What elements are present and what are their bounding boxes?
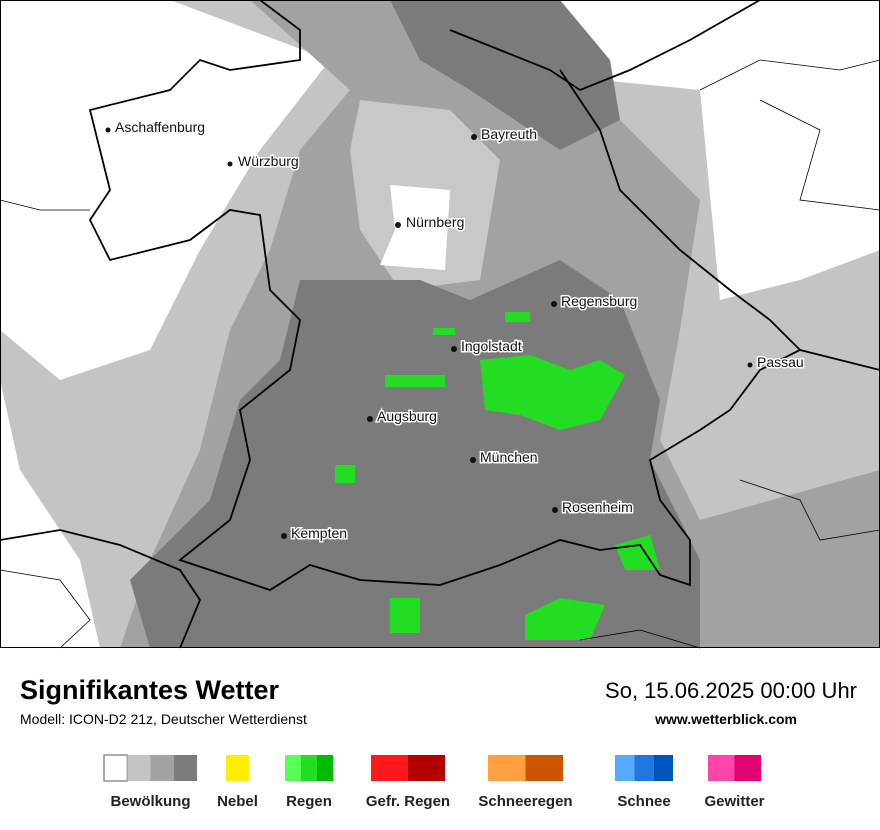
- cloud-dark-north: [390, 0, 620, 150]
- region-border: [739, 479, 880, 541]
- city-dot: [395, 222, 401, 228]
- city-label: Passau: [757, 354, 804, 370]
- city-label: Aschaffenburg: [115, 119, 205, 135]
- legend-label: Gewitter: [704, 793, 764, 810]
- city-label: Nürnberg: [406, 214, 464, 230]
- legend-swatch: [226, 755, 249, 781]
- rain-cells: [335, 312, 660, 640]
- legend-swatch: [653, 755, 673, 781]
- city-dot: [227, 161, 233, 167]
- rain-cell: [615, 535, 660, 570]
- legend-swatch: [408, 755, 445, 781]
- country-border: [449, 0, 761, 92]
- region-border: [0, 569, 91, 649]
- city-label: Bayreuth: [481, 126, 537, 142]
- map: Aschaffenburg Würzburg Bayreuth Nürnberg…: [0, 0, 880, 649]
- rain-cell: [433, 328, 455, 335]
- datetime: So, 15.06.2025 00:00 Uhr: [605, 678, 857, 703]
- footer: Signifikantes Wetter Modell: ICON-D2 21z…: [20, 675, 857, 727]
- city-label: Augsburg: [377, 408, 437, 424]
- city-label: Regensburg: [561, 293, 637, 309]
- legend-label: Nebel: [217, 793, 258, 810]
- region-border: [699, 59, 880, 91]
- city-dot: [281, 533, 287, 539]
- legend-swatch: [173, 755, 197, 781]
- region-border: [0, 199, 90, 211]
- legend-label: Schneeregen: [478, 793, 572, 810]
- legend-swatch: [615, 755, 635, 781]
- legend-label: Gefr. Regen: [366, 793, 450, 810]
- title: Signifikantes Wetter: [20, 675, 280, 705]
- region-border: [759, 99, 880, 211]
- city-label: Kempten: [291, 525, 347, 541]
- city-dots: [105, 127, 753, 539]
- legend-swatch: [103, 754, 128, 782]
- city-dot: [470, 457, 476, 463]
- legend-swatch: [488, 755, 526, 781]
- legend-swatch: [301, 755, 317, 781]
- city-dot: [451, 346, 457, 352]
- legend-label: Bewölkung: [110, 793, 190, 810]
- legend-swatch: [708, 755, 735, 781]
- legend-swatch: [525, 755, 563, 781]
- city-dot: [105, 127, 111, 133]
- model-info: Modell: ICON-D2 21z, Deutscher Wetterdie…: [20, 711, 307, 727]
- city-dot: [551, 301, 557, 307]
- rain-cell: [505, 312, 530, 322]
- cloud-dark: [130, 260, 700, 648]
- legend-swatch: [150, 755, 174, 781]
- legend-swatch: [734, 755, 761, 781]
- clear-patch: [380, 185, 450, 270]
- city-label: Würzburg: [238, 153, 299, 169]
- legend-label: Schnee: [617, 793, 670, 810]
- city-label: Rosenheim: [562, 499, 633, 515]
- legend-swatch: [127, 755, 151, 781]
- legend: Bewölkung Nebel Regen Gefr. Regen Schneerege…: [103, 754, 765, 810]
- legend-swatch: [371, 755, 408, 781]
- rain-cell: [390, 598, 420, 633]
- city-label: München: [480, 449, 538, 465]
- legend-swatch: [634, 755, 654, 781]
- country-border: [559, 69, 801, 351]
- legend-swatch: [285, 755, 301, 781]
- rain-cell: [335, 465, 355, 483]
- legend-label: Regen: [286, 793, 332, 810]
- country-border: [0, 529, 202, 649]
- rain-cell: [480, 355, 625, 430]
- city-dot: [552, 507, 558, 513]
- region-border: [579, 629, 701, 649]
- city-dot: [471, 134, 477, 140]
- rain-cell: [525, 598, 605, 640]
- state-border: [88, 0, 880, 591]
- city-dot: [367, 416, 373, 422]
- city-label: Ingolstadt: [461, 338, 522, 354]
- rain-cell: [385, 375, 445, 387]
- website: www.wetterblick.com: [654, 711, 797, 727]
- city-dot: [747, 362, 753, 368]
- legend-swatch: [317, 755, 333, 781]
